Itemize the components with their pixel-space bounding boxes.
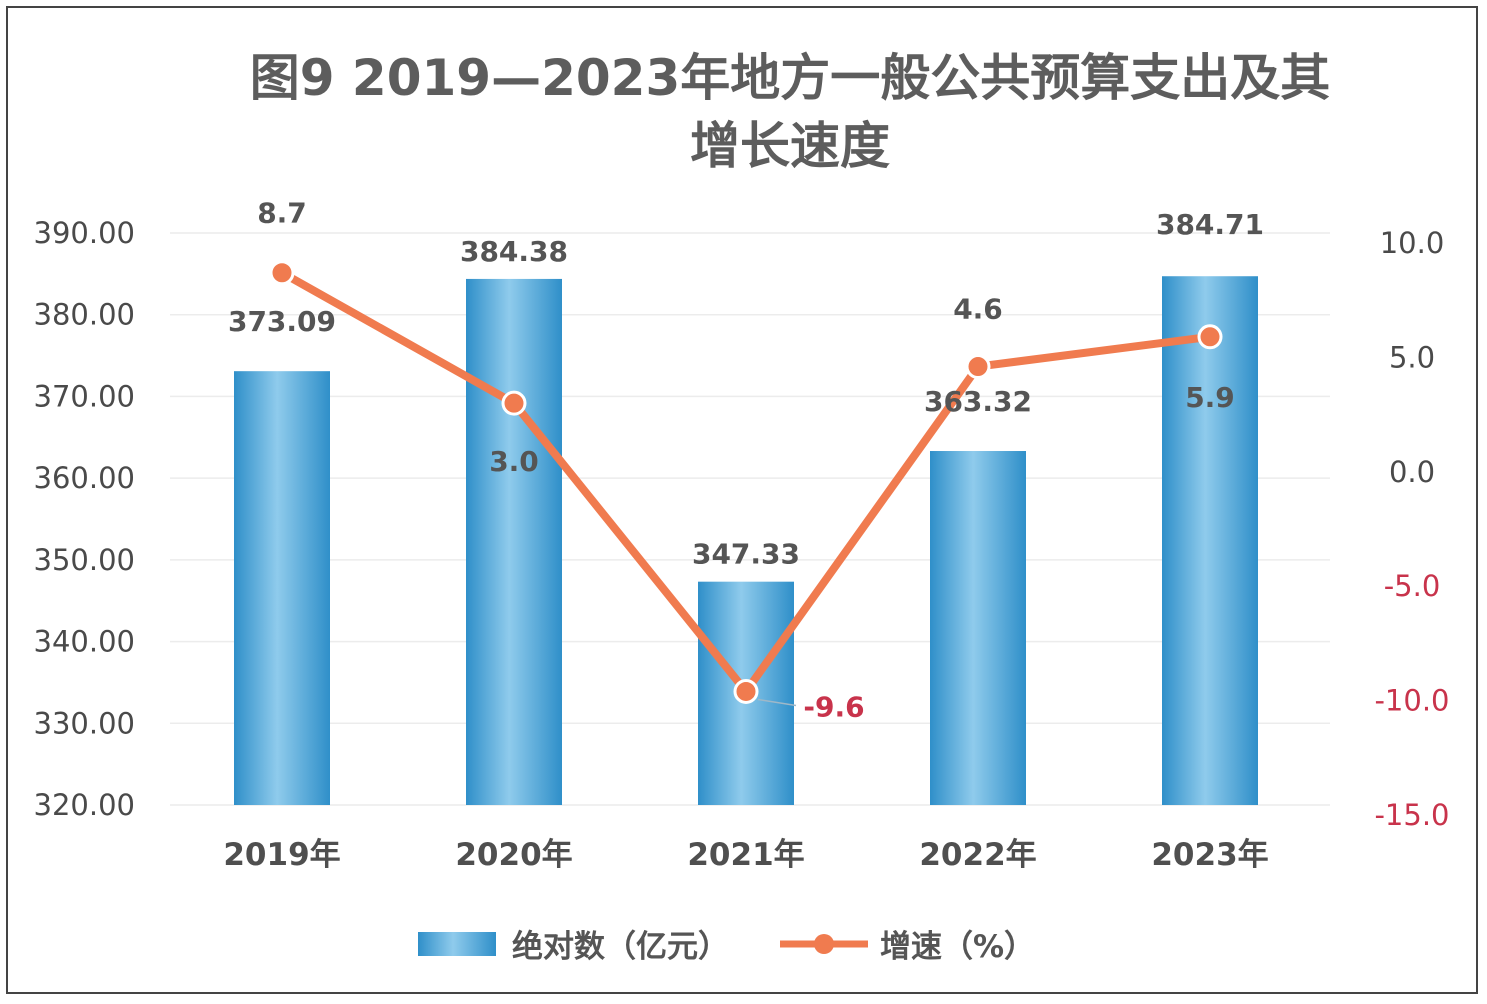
- x-tick-label: 2023年: [1151, 837, 1268, 873]
- left-tick-label: 370.00: [34, 379, 135, 413]
- growth-value-label: 8.7: [257, 197, 307, 230]
- right-tick-label: 5.0: [1389, 340, 1435, 374]
- left-y-axis: 320.00 330.00 340.00 350.00 360.00 370.00 380.…: [34, 216, 135, 822]
- growth-point: [965, 354, 991, 380]
- chart-title-line-2: 增长速度: [690, 117, 890, 175]
- growth-point: [733, 678, 759, 704]
- right-tick-label: 10.0: [1380, 226, 1445, 260]
- left-tick-label: 330.00: [34, 706, 135, 740]
- x-tick-label: 2022年: [919, 837, 1036, 873]
- x-tick-label: 2019年: [223, 837, 340, 873]
- grid-lines: [170, 232, 1330, 806]
- bar-value-label: 384.38: [460, 235, 568, 268]
- leader-line: [757, 698, 797, 707]
- growth-value-label: -9.6: [803, 690, 864, 723]
- bar-value-label: 347.33: [692, 538, 800, 571]
- legend-bar-swatch: [418, 932, 496, 956]
- growth-point: [269, 260, 295, 286]
- right-tick-label: -10.0: [1374, 684, 1449, 718]
- growth-value-label: 4.6: [953, 293, 1003, 326]
- bar-series: [234, 276, 1258, 805]
- left-tick-label: 320.00: [34, 788, 135, 822]
- right-y-axis: -15.0 -10.0 -5.0 0.0 5.0 10.0: [1374, 226, 1449, 832]
- left-tick-label: 380.00: [34, 298, 135, 332]
- left-tick-label: 360.00: [34, 461, 135, 495]
- legend-bar-label: 绝对数（亿元）: [512, 929, 729, 965]
- growth-value-label: 5.9: [1185, 381, 1235, 414]
- legend-line-label: 增速（%）: [880, 929, 1035, 965]
- bar-value-label: 373.09: [228, 305, 336, 338]
- bar: [466, 278, 562, 805]
- growth-value-label: 3.0: [489, 445, 539, 478]
- bar-value-label: 384.71: [1156, 208, 1264, 241]
- x-tick-label: 2020年: [455, 837, 572, 873]
- right-tick-label: 0.0: [1389, 455, 1435, 489]
- x-tick-label: 2021年: [687, 837, 804, 873]
- left-tick-label: 340.00: [34, 625, 135, 659]
- right-tick-label: -5.0: [1384, 569, 1441, 603]
- bar: [234, 371, 330, 805]
- chart-title-line-1: 图9 2019—2023年地方一般公共预算支出及其: [250, 49, 1331, 107]
- data-labels: 373.09 384.38 347.33 363.32 384.71 8.7 3.0 -9.6…: [228, 197, 1264, 724]
- right-tick-label: -15.0: [1374, 798, 1449, 832]
- bar: [1162, 276, 1258, 805]
- line-series: [269, 260, 1223, 704]
- legend-line-marker: [814, 934, 834, 954]
- left-tick-label: 350.00: [34, 543, 135, 577]
- x-axis: 2019年 2020年 2021年 2022年 2023年: [223, 837, 1268, 873]
- growth-point: [1197, 324, 1223, 350]
- bar-value-label: 363.32: [924, 385, 1032, 418]
- legend: 绝对数（亿元） 增速（%）: [418, 929, 1035, 965]
- growth-point: [501, 390, 527, 416]
- bar: [930, 451, 1026, 805]
- left-tick-label: 390.00: [34, 216, 135, 250]
